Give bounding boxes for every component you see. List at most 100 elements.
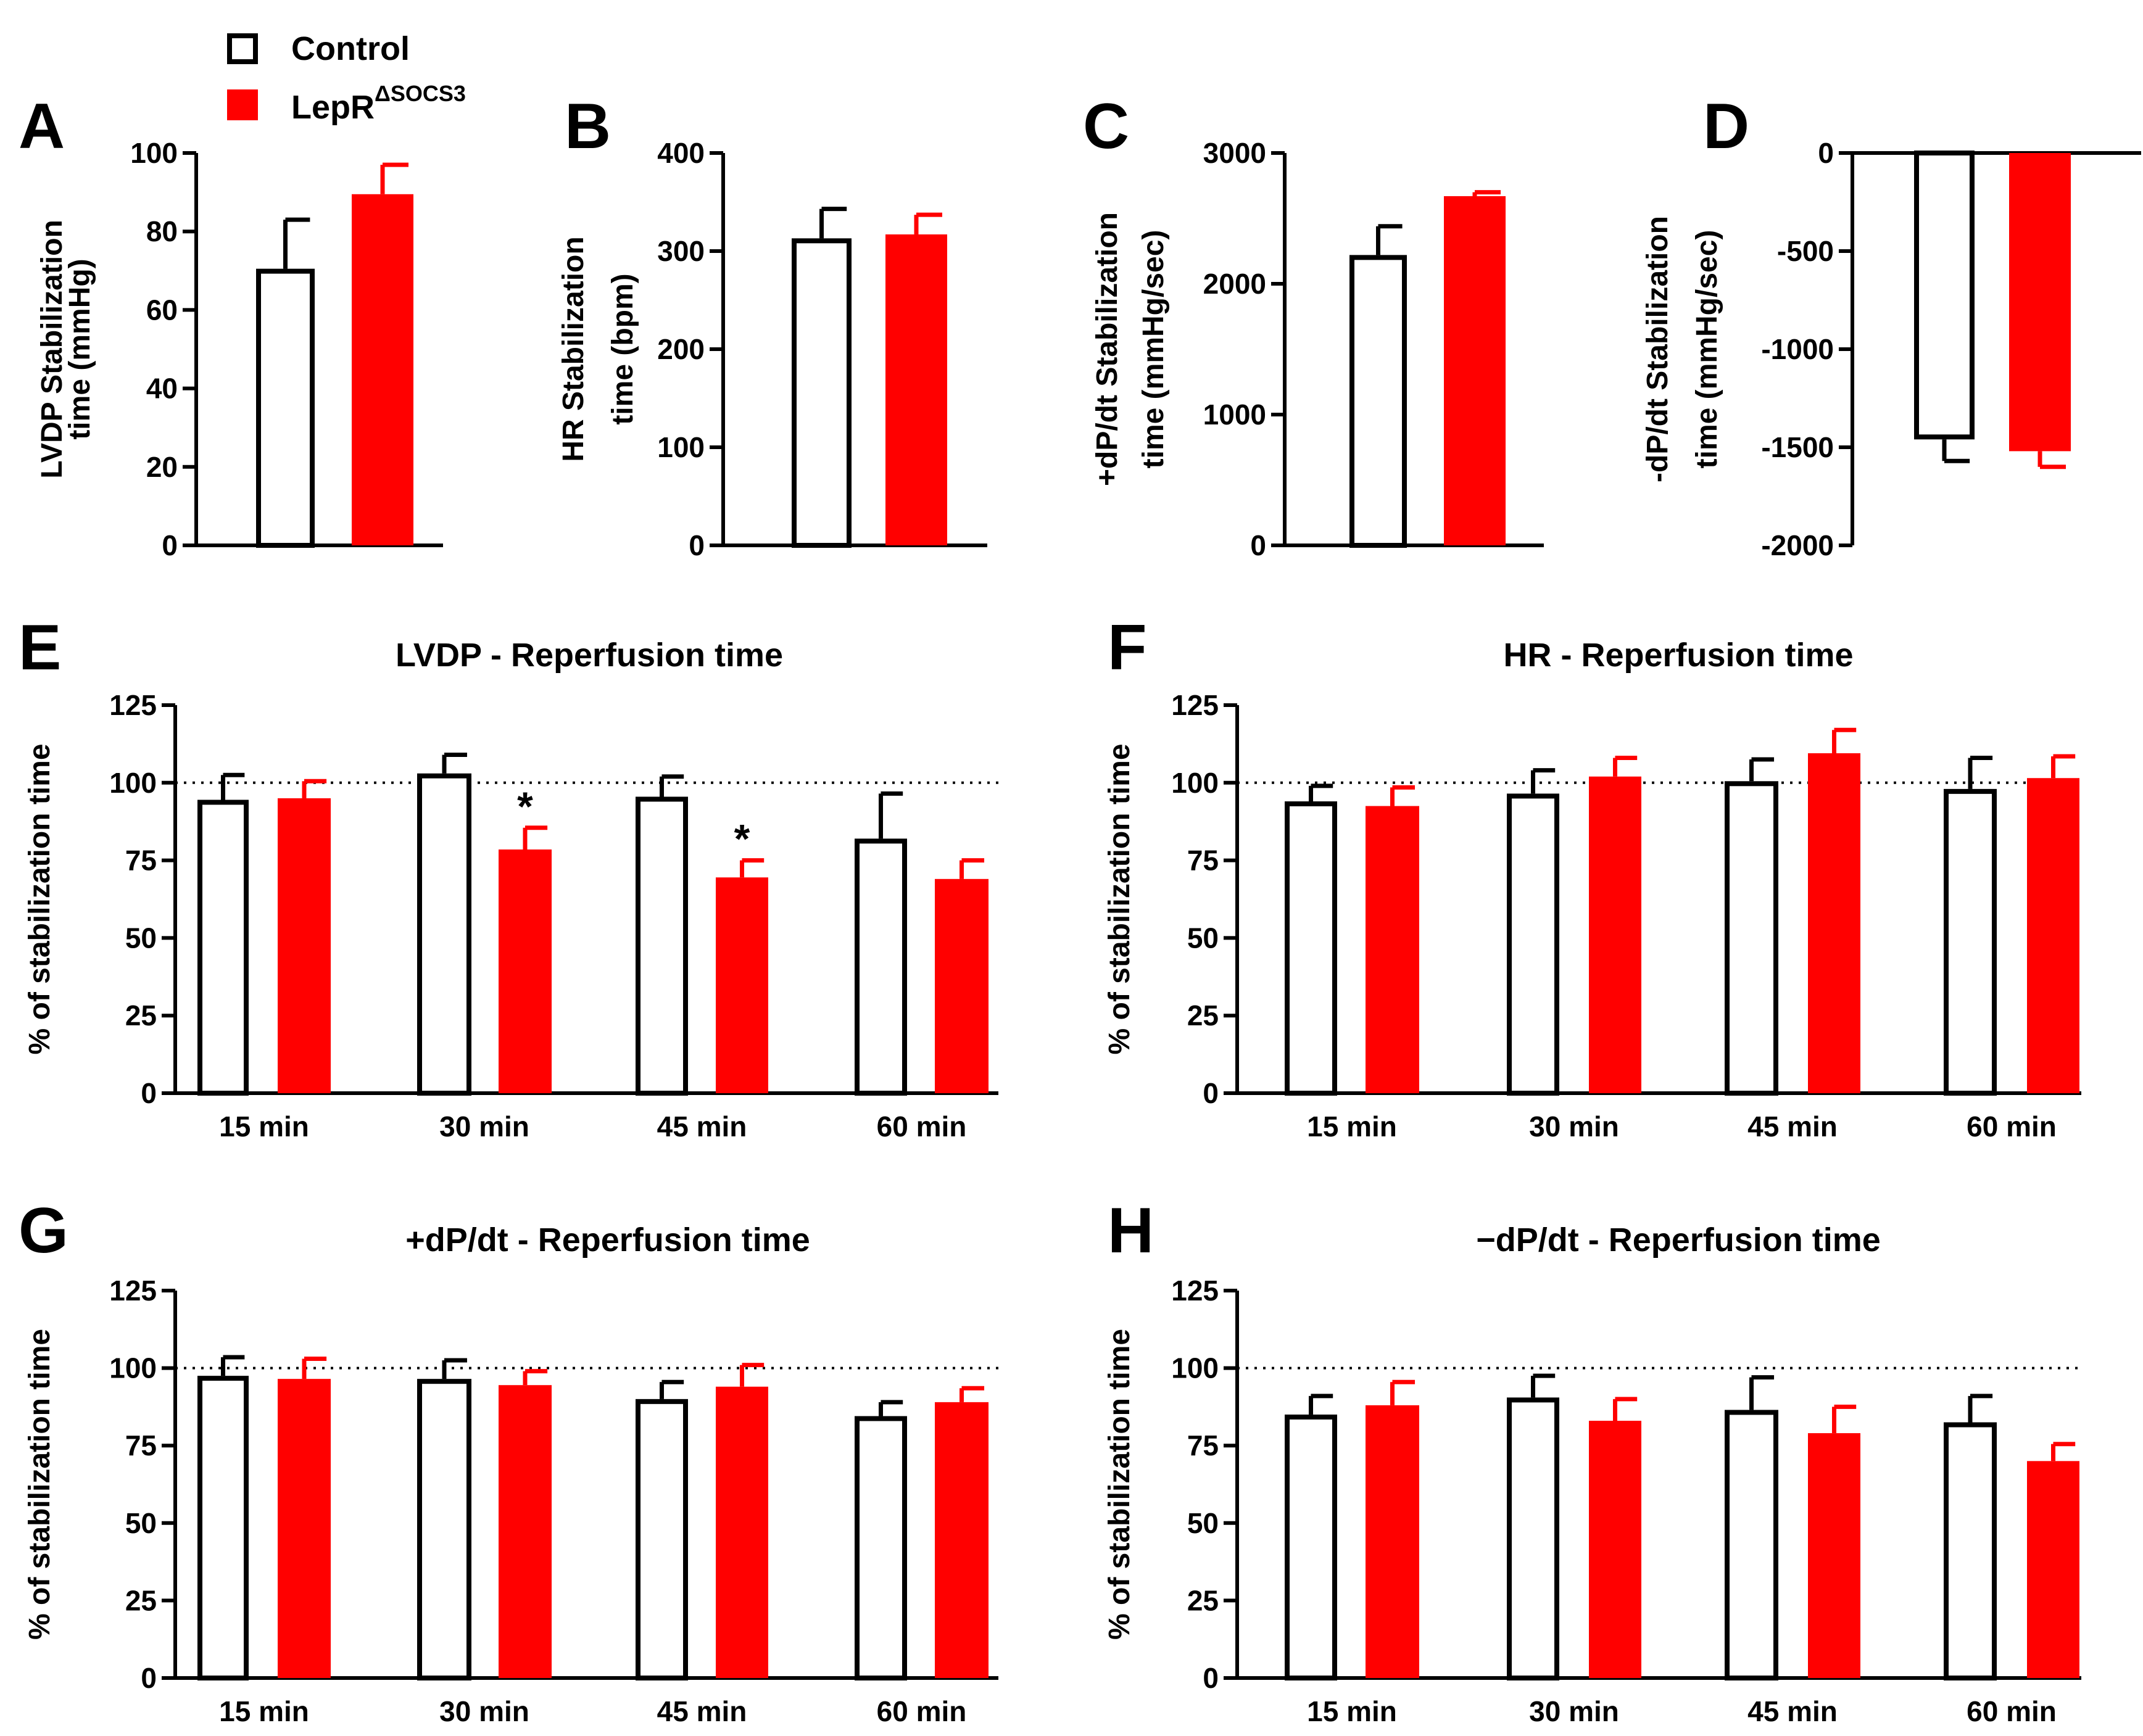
bar-g-control-1 <box>417 1379 471 1681</box>
y-tick-label-h-0: 0 <box>1203 1662 1219 1694</box>
bar-e-lepr-0 <box>278 798 331 1093</box>
y-tick-label-a-4: 80 <box>146 215 178 247</box>
y-tick-label-g-5: 125 <box>109 1275 157 1307</box>
bar-d-lepr <box>2009 153 2071 452</box>
bar-b-control <box>792 238 852 548</box>
bar-h-control-1 <box>1507 1397 1559 1680</box>
y-tick-label-h-4: 100 <box>1171 1352 1219 1384</box>
legend-lepr-swatch <box>227 89 258 120</box>
y-tick-label-d-4: -2000 <box>1761 529 1834 561</box>
x-tick-label-h-1: 30 min <box>1529 1695 1619 1727</box>
legend-lepr-label-superscript: ΔSOCS3 <box>375 81 466 106</box>
bar-c-lepr <box>1444 196 1506 546</box>
y-axis-title-b-0: HR Stabilization <box>557 236 590 461</box>
y-tick-label-d-1: -500 <box>1777 235 1834 267</box>
y-tick-label-a-1: 20 <box>146 451 178 483</box>
x-tick-label-e-1: 30 min <box>439 1110 529 1143</box>
y-tick-label-f-4: 100 <box>1171 767 1219 799</box>
chart-title-g: +dP/dt - Reperfusion time <box>405 1221 810 1259</box>
y-tick-label-e-5: 125 <box>109 689 157 721</box>
bar-f-lepr-1 <box>1589 776 1641 1093</box>
y-axis-title-d-0: -dP/dt Stabilization <box>1641 216 1674 482</box>
bar-h-control-3 <box>1944 1422 1997 1681</box>
y-tick-label-b-1: 100 <box>657 431 705 463</box>
x-tick-label-h-2: 45 min <box>1747 1695 1838 1727</box>
y-tick-label-g-4: 100 <box>109 1352 157 1384</box>
bar-g-lepr-0 <box>278 1379 331 1678</box>
chart-title-f: HR - Reperfusion time <box>1503 637 1853 674</box>
x-tick-label-g-3: 60 min <box>877 1695 967 1727</box>
bar-h-lepr-0 <box>1366 1405 1419 1678</box>
bar-e-lepr-1 <box>499 849 552 1093</box>
bar-f-lepr-2 <box>1808 753 1860 1093</box>
legend-lepr-label-base: LepR <box>291 89 375 126</box>
y-tick-label-h-2: 50 <box>1187 1507 1219 1539</box>
bar-h-lepr-1 <box>1589 1421 1641 1678</box>
chart-panel-e: E LVDP - Reperfusion time 0 25 50 75 100 125 % o… <box>19 612 998 1143</box>
y-tick-label-b-0: 0 <box>689 529 705 561</box>
y-tick-label-e-0: 0 <box>141 1077 157 1109</box>
y-tick-label-g-3: 75 <box>125 1429 157 1461</box>
y-tick-label-b-4: 400 <box>657 137 705 169</box>
x-tick-label-e-0: 15 min <box>219 1110 309 1143</box>
y-axis-title-b-1: time (bpm) <box>607 273 639 424</box>
x-tick-label-f-1: 30 min <box>1529 1110 1619 1143</box>
panel-letter-a: A <box>19 91 65 162</box>
y-tick-label-f-3: 75 <box>1187 845 1219 877</box>
y-tick-label-b-2: 200 <box>657 333 705 365</box>
bar-f-control-1 <box>1507 793 1559 1096</box>
panel-letter-d: D <box>1703 91 1749 162</box>
panel-letter-g: G <box>19 1195 68 1267</box>
y-tick-label-g-0: 0 <box>141 1662 157 1694</box>
bar-a-lepr <box>352 194 413 545</box>
chart-panel-f: F HR - Reperfusion time 0 25 50 75 100 125 % of … <box>1103 612 2081 1143</box>
bar-f-lepr-3 <box>2027 778 2079 1093</box>
bar-h-control-0 <box>1285 1414 1337 1680</box>
y-tick-label-b-3: 300 <box>657 235 705 267</box>
bar-e-lepr-2 <box>716 877 768 1093</box>
y-tick-label-d-3: -1500 <box>1761 431 1834 463</box>
chart-panel-d: D 0 -500 -1000 -1500 -2000 -dP/dt Stabilizatio… <box>1641 91 2141 561</box>
bar-h-control-2 <box>1725 1410 1778 1681</box>
bar-e-control-0 <box>197 800 249 1096</box>
legend-control-label: Control <box>291 30 410 67</box>
y-tick-label-f-5: 125 <box>1171 689 1219 721</box>
bar-e-control-2 <box>636 796 688 1096</box>
chart-panel-c: C 0 1000 2000 3000 +dP/dt Stabilization time (… <box>1083 91 1544 561</box>
bar-g-lepr-1 <box>499 1385 552 1678</box>
legend-control-swatch <box>227 33 258 64</box>
bar-g-lepr-2 <box>716 1386 768 1678</box>
chart-panel-h: H −dP/dt - Reperfusion time 0 25 50 75 100 125%… <box>1103 1195 2081 1727</box>
y-tick-label-f-2: 50 <box>1187 922 1219 954</box>
bar-h-lepr-3 <box>2027 1461 2079 1678</box>
y-tick-label-e-3: 75 <box>125 845 157 877</box>
chart-panel-g: G +dP/dt - Reperfusion time 0 25 50 75 100 125%… <box>19 1195 998 1727</box>
y-tick-label-c-3: 3000 <box>1203 137 1266 169</box>
y-tick-label-g-2: 50 <box>125 1507 157 1539</box>
bar-f-control-0 <box>1285 801 1337 1096</box>
panel-letter-b: B <box>565 91 611 162</box>
y-tick-label-a-5: 100 <box>130 137 178 169</box>
x-tick-label-g-0: 15 min <box>219 1695 309 1727</box>
y-tick-label-f-1: 25 <box>1187 999 1219 1031</box>
y-axis-title-f-0: % of stabilization time <box>1103 743 1136 1054</box>
bar-g-control-0 <box>197 1376 249 1680</box>
x-tick-label-e-3: 60 min <box>877 1110 967 1143</box>
y-axis-title-a-0: LVDP Stabilization <box>36 220 68 479</box>
bar-f-control-3 <box>1944 788 1997 1096</box>
panel-letter-e: E <box>19 612 61 684</box>
chart-title-e: LVDP - Reperfusion time <box>396 637 783 674</box>
legend-lepr-label: LepRΔSOCS3 <box>291 81 466 126</box>
y-tick-label-a-3: 60 <box>146 294 178 326</box>
y-tick-label-e-4: 100 <box>109 767 157 799</box>
legend: Control LepRΔSOCS3 <box>227 30 466 126</box>
x-tick-label-g-2: 45 min <box>657 1695 747 1727</box>
y-tick-label-g-1: 25 <box>125 1584 157 1616</box>
x-tick-label-g-1: 30 min <box>439 1695 529 1727</box>
bar-d-control <box>1914 151 1975 440</box>
y-tick-label-h-3: 75 <box>1187 1429 1219 1461</box>
x-tick-label-h-3: 60 min <box>1967 1695 2057 1727</box>
chart-title-h: −dP/dt - Reperfusion time <box>1476 1221 1881 1259</box>
bar-e-control-1 <box>417 773 471 1096</box>
y-tick-label-c-2: 2000 <box>1203 268 1266 300</box>
